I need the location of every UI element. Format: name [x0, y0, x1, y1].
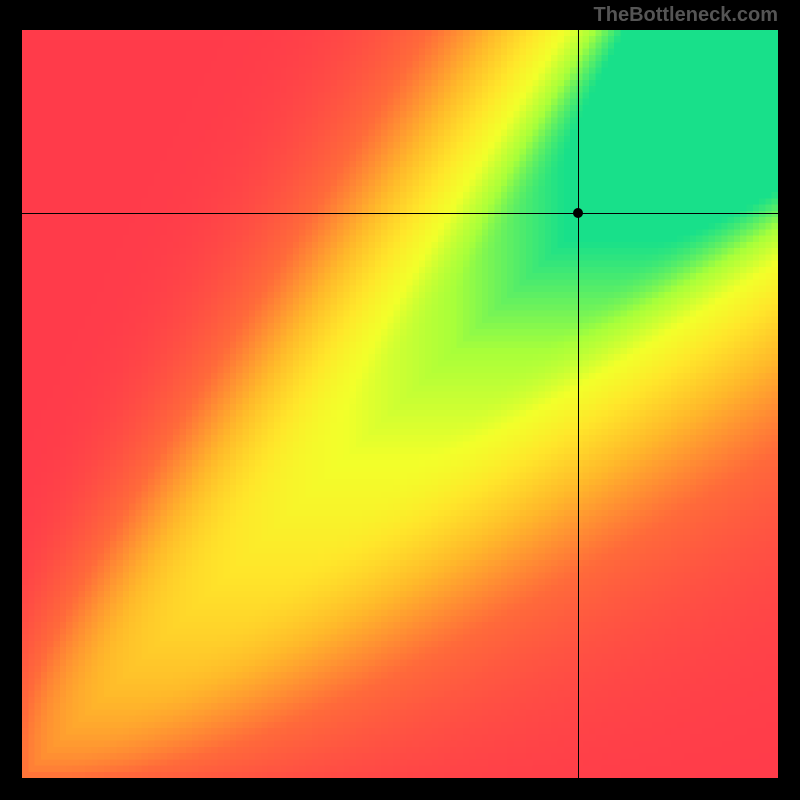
heatmap-plot [22, 30, 778, 778]
crosshair-marker [573, 208, 583, 218]
watermark-text: TheBottleneck.com [594, 4, 778, 27]
crosshair-horizontal [22, 213, 778, 214]
heatmap-canvas [22, 30, 778, 778]
crosshair-vertical [578, 30, 579, 778]
